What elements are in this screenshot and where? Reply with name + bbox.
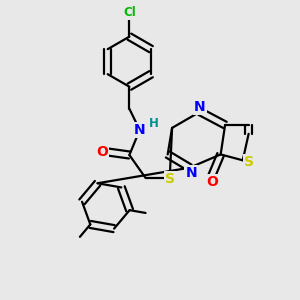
Text: S: S — [165, 172, 175, 186]
Text: O: O — [96, 145, 108, 159]
Text: N: N — [134, 123, 146, 137]
Text: O: O — [206, 175, 218, 189]
Text: Cl: Cl — [123, 6, 136, 19]
Text: H: H — [149, 117, 159, 130]
Text: N: N — [185, 166, 197, 180]
Text: N: N — [194, 100, 206, 114]
Text: S: S — [244, 155, 254, 169]
